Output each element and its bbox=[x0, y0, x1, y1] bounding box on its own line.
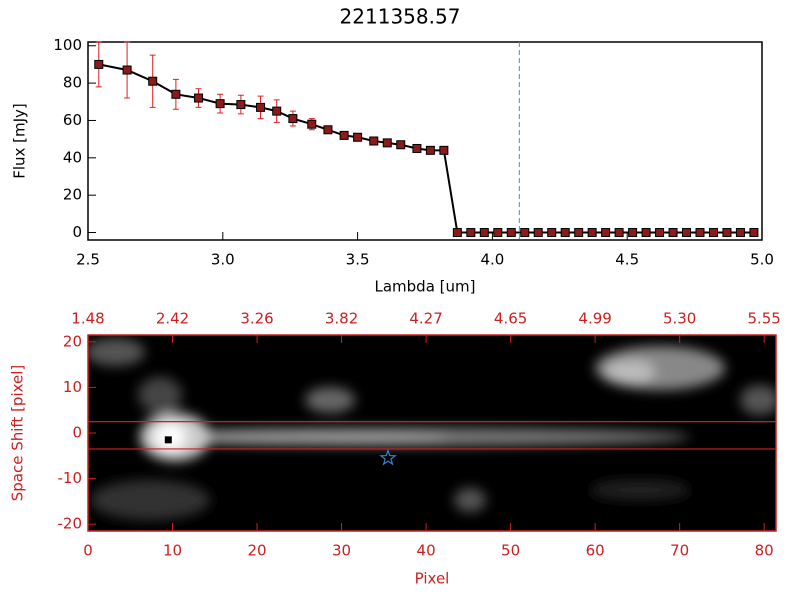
data-point bbox=[94, 59, 104, 69]
data-point bbox=[288, 114, 298, 124]
y-tick-label: 10 bbox=[63, 378, 82, 396]
x2-tick-label: 5.55 bbox=[747, 310, 780, 328]
y-tick-label: 80 bbox=[63, 74, 82, 92]
data-point bbox=[236, 100, 246, 110]
data-point bbox=[122, 65, 132, 75]
data-point bbox=[272, 106, 282, 116]
data-point bbox=[452, 228, 462, 238]
y-tick-label: -10 bbox=[58, 469, 83, 487]
y-tick-label: 20 bbox=[63, 332, 82, 350]
x-tick-label: 50 bbox=[501, 542, 520, 560]
source-marker bbox=[164, 436, 172, 444]
x2-tick-label: 3.82 bbox=[325, 310, 358, 328]
y-axis-label: Flux [mJy] bbox=[11, 103, 29, 179]
x-axis-label: Pixel bbox=[415, 570, 450, 588]
plot-frame bbox=[87, 41, 763, 241]
data-point bbox=[587, 228, 597, 238]
data-point bbox=[412, 143, 422, 153]
x2-tick-label: 5.30 bbox=[663, 310, 696, 328]
data-point bbox=[574, 228, 584, 238]
data-point bbox=[323, 125, 333, 135]
x-tick-label: 80 bbox=[755, 542, 774, 560]
data-point bbox=[382, 138, 392, 148]
y-tick-label: 40 bbox=[63, 148, 82, 166]
data-point bbox=[641, 228, 651, 238]
x-axis-label: Lambda [um] bbox=[375, 278, 476, 296]
data-point bbox=[256, 102, 266, 112]
x2-tick-label: 3.26 bbox=[240, 310, 273, 328]
data-point bbox=[682, 228, 692, 238]
data-point bbox=[735, 228, 745, 238]
x-tick-label: 0 bbox=[83, 542, 93, 560]
data-point bbox=[171, 89, 181, 99]
x-tick-label: 4.5 bbox=[615, 251, 639, 269]
data-point bbox=[695, 228, 705, 238]
x-tick-label: 2.5 bbox=[76, 251, 100, 269]
x-tick-label: 4.0 bbox=[480, 251, 504, 269]
x-tick-label: 70 bbox=[670, 542, 689, 560]
x2-tick-label: 4.65 bbox=[494, 310, 527, 328]
data-point bbox=[520, 228, 530, 238]
data-point bbox=[215, 99, 225, 109]
data-point bbox=[708, 228, 718, 238]
x-tick-label: 3.5 bbox=[346, 251, 370, 269]
data-point bbox=[493, 228, 503, 238]
data-point bbox=[601, 228, 611, 238]
y-tick-label: 0 bbox=[72, 223, 82, 241]
x-tick-label: 20 bbox=[247, 542, 266, 560]
data-point bbox=[547, 228, 557, 238]
data-point bbox=[668, 228, 678, 238]
data-point bbox=[339, 130, 349, 140]
x-tick-label: 40 bbox=[417, 542, 436, 560]
star-marker bbox=[379, 448, 397, 466]
y-tick-label: 60 bbox=[63, 111, 82, 129]
data-point bbox=[749, 228, 759, 238]
x2-tick-label: 4.27 bbox=[409, 310, 442, 328]
y-tick-label: -20 bbox=[58, 515, 83, 533]
data-point bbox=[396, 140, 406, 150]
x-tick-label: 5.0 bbox=[750, 251, 774, 269]
y-tick-label: 0 bbox=[72, 424, 82, 442]
data-point bbox=[466, 228, 476, 238]
data-point bbox=[425, 145, 435, 155]
data-point bbox=[655, 228, 665, 238]
x-tick-label: 30 bbox=[332, 542, 351, 560]
data-point bbox=[479, 228, 489, 238]
data-point bbox=[533, 228, 543, 238]
spectrum-image bbox=[88, 335, 776, 531]
data-point bbox=[353, 132, 363, 142]
x2-tick-label: 2.42 bbox=[156, 310, 189, 328]
data-point bbox=[194, 93, 204, 103]
data-point bbox=[369, 136, 379, 146]
data-point bbox=[628, 228, 638, 238]
chart-title: 2211358.57 bbox=[340, 5, 461, 29]
data-point bbox=[560, 228, 570, 238]
x2-tick-label: 4.99 bbox=[578, 310, 611, 328]
x-tick-label: 10 bbox=[163, 542, 182, 560]
data-point bbox=[439, 145, 449, 155]
data-point bbox=[506, 228, 516, 238]
data-point bbox=[614, 228, 624, 238]
x2-tick-label: 1.48 bbox=[71, 310, 104, 328]
y-tick-label: 100 bbox=[53, 36, 82, 54]
data-point bbox=[307, 119, 317, 129]
y-axis-label: Space Shift [pixel] bbox=[9, 365, 27, 502]
data-point bbox=[148, 76, 158, 86]
x-tick-label: 60 bbox=[586, 542, 605, 560]
y-tick-label: 20 bbox=[63, 186, 82, 204]
x-tick-label: 3.0 bbox=[211, 251, 235, 269]
data-point bbox=[722, 228, 732, 238]
